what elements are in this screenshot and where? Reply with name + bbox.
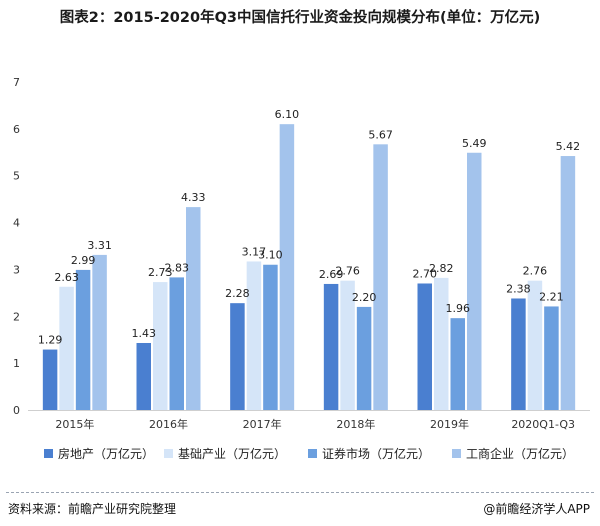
y-tick-label: 0 [13,404,20,417]
legend-swatch [452,449,461,458]
legend-label: 房地产（万亿元） [58,446,154,461]
data-label: 2.82 [429,262,454,275]
bars [42,124,576,411]
bar [340,280,355,410]
bar [153,282,168,410]
data-label: 2.70 [413,267,438,280]
bar-chart: 0 1 2 3 4 5 6 7 1.29 2.63 2.99 3.31 1.43 2.732.83 4.3… [13,76,590,461]
legend-swatch [308,449,317,458]
data-label: 2.69 [319,268,344,281]
bar [511,298,526,410]
x-tick-label: 2020Q1-Q3 [511,418,575,431]
y-tick-label: 5 [13,170,20,183]
y-tick-label: 4 [13,217,20,230]
y-tick-label: 2 [13,310,20,323]
bar [450,318,465,410]
bar [434,277,449,410]
x-tick-label: 2018年 [336,417,375,431]
bar [59,286,74,410]
x-tick-label: 2019年 [430,417,469,431]
data-label: 3.31 [87,239,112,252]
x-tick-label: 2017年 [243,417,282,431]
data-label: 3.17 [242,245,267,258]
x-tick-label: 2016年 [149,417,188,431]
y-tick-label: 1 [13,357,20,370]
data-label: 2.76 [335,265,360,278]
data-label: 5.67 [368,128,393,141]
data-label: 2.38 [506,282,531,295]
bar [323,283,339,410]
data-label: 1.43 [132,327,157,340]
bar [544,306,559,410]
footer-divider [6,492,594,493]
data-label: 2.99 [71,254,96,267]
bar [560,156,576,410]
bar [92,254,107,410]
bar [136,342,151,410]
data-label: 1.96 [446,302,471,315]
bar [263,264,278,410]
bar [186,207,201,410]
data-label: 6.10 [275,108,300,121]
data-label: 2.63 [54,271,79,284]
y-tick-label: 3 [13,263,20,276]
bar [356,306,372,410]
data-labels: 1.29 2.63 2.99 3.31 1.43 2.732.83 4.33 2.28 3.17… [38,108,580,346]
bar [527,280,543,410]
y-tick-label: 6 [13,123,20,136]
data-label: 1.29 [38,334,63,347]
legend: 房地产（万亿元） 基础产业（万亿元） 证券市场（万亿元） 工商企业（万亿元） [44,446,574,461]
data-label: 3.10 [258,249,283,262]
data-label: 2.28 [225,287,250,300]
data-label: 2.20 [352,291,377,304]
data-label: 2.76 [523,265,548,278]
chart-title: 图表2：2015-2020年Q3中国信托行业资金投向规模分布(单位：万亿元) [59,10,541,26]
data-label: 4.33 [181,191,206,204]
bar [42,349,58,410]
data-label: 5.49 [462,137,487,150]
data-label: 2.21 [539,290,564,303]
y-tick-label: 7 [13,76,20,89]
bar [75,269,91,410]
x-tick-label: 2015年 [55,417,94,431]
legend-label: 工商企业（万亿元） [466,446,574,461]
bar [169,277,184,410]
bar [246,261,262,410]
legend-swatch [44,449,53,458]
data-label: 2.83 [165,261,190,274]
bar [373,144,388,410]
legend-label: 证券市场（万亿元） [322,446,430,461]
credit-note: @前瞻经济学人APP [483,502,590,516]
footer: 资料来源：前瞻产业研究院整理 @前瞻经济学人APP [0,492,600,526]
x-axis-ticks: 2015年 2016年 2017年 2018年 2019年 2020Q1-Q3 [55,417,575,431]
data-label: 2.73 [148,266,173,279]
bar [417,283,432,410]
source-note: 资料来源：前瞻产业研究院整理 [8,502,177,516]
bar [230,303,245,410]
legend-label: 基础产业（万亿元） [178,446,286,461]
bar [467,152,482,411]
y-axis-ticks: 0 1 2 3 4 5 6 7 [13,76,20,417]
data-label: 5.42 [556,140,581,153]
bar [279,124,295,411]
legend-swatch [164,449,173,458]
